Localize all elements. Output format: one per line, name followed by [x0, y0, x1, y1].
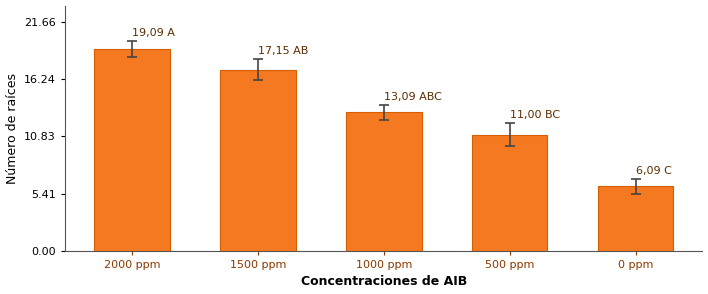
Bar	[472, 135, 547, 251]
Bar	[346, 112, 421, 251]
Text: 13,09 ABC: 13,09 ABC	[384, 92, 442, 102]
Bar	[598, 186, 673, 251]
Text: 11,00 BC: 11,00 BC	[510, 110, 560, 120]
Bar	[220, 69, 295, 251]
X-axis label: Concentraciones de AIB: Concentraciones de AIB	[301, 275, 467, 288]
Text: 19,09 A: 19,09 A	[132, 29, 175, 39]
Bar	[94, 49, 170, 251]
Y-axis label: Número de raíces: Número de raíces	[6, 73, 18, 184]
Text: 17,15 AB: 17,15 AB	[258, 46, 308, 56]
Text: 6,09 C: 6,09 C	[636, 166, 672, 176]
